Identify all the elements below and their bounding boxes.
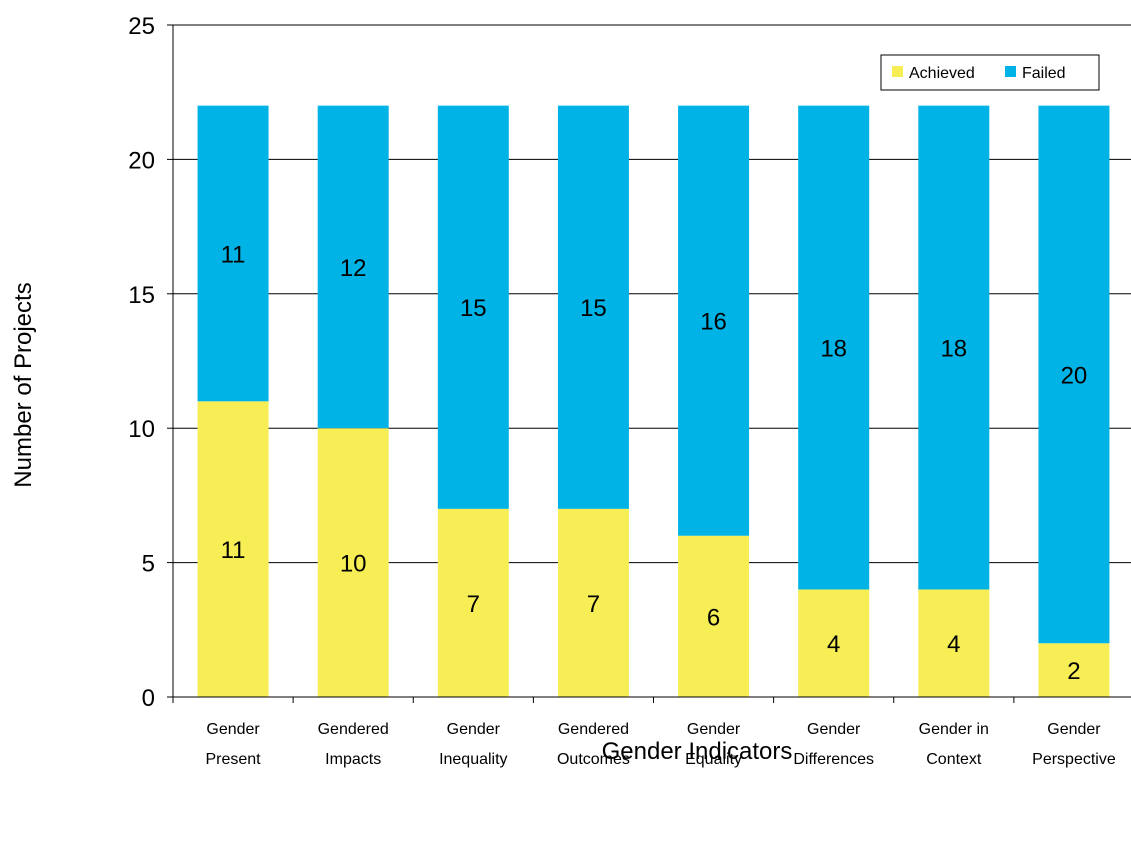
data-label-achieved-6: 4	[947, 631, 960, 658]
y-axis-title: Number of Projects	[10, 282, 37, 487]
data-label-achieved-7: 2	[1067, 658, 1080, 685]
x-tick-label-2-0: Gender	[447, 721, 501, 738]
data-label-failed-1: 12	[340, 255, 367, 282]
bar-failed-6	[918, 105, 990, 590]
data-label-failed-2: 15	[460, 295, 487, 322]
data-label-achieved-5: 4	[827, 631, 840, 658]
axes	[167, 24, 1131, 703]
y-tick-label-0: 0	[142, 685, 155, 712]
bar-achieved-7	[1038, 643, 1110, 697]
bar-failed-1	[317, 105, 389, 429]
tick-labels: 0 5 10 15 20 25 Gender Present Gendered Impacts Ge…	[128, 13, 1116, 768]
x-tick-label-3-0: Gendered	[558, 721, 629, 738]
y-tick-label-25: 25	[128, 13, 155, 40]
bar-achieved-2	[437, 508, 509, 697]
bar-failed-0	[197, 105, 269, 402]
x-tick-label-7-1: Perspective	[1032, 751, 1116, 768]
bar-achieved-0	[197, 401, 269, 697]
x-tick-label-1-0: Gendered	[318, 721, 389, 738]
legend-swatch-achieved	[892, 66, 903, 77]
bars	[197, 105, 1110, 697]
bar-achieved-6	[918, 589, 990, 697]
y-tick-label-20: 20	[128, 147, 155, 174]
bar-failed-5	[798, 105, 870, 590]
data-label-failed-5: 18	[820, 336, 847, 363]
bar-achieved-5	[798, 589, 870, 697]
x-tick-label-0-1: Present	[205, 751, 261, 768]
bar-achieved-4	[678, 535, 750, 697]
bar-failed-2	[437, 105, 509, 509]
data-label-failed-0: 11	[221, 241, 246, 268]
data-label-failed-4: 16	[700, 309, 727, 336]
x-axis-title: Gender Indicators	[602, 738, 793, 765]
data-label-failed-3: 15	[580, 295, 607, 322]
legend-swatch-failed	[1005, 66, 1016, 77]
x-tick-label-6-1: Context	[926, 751, 982, 768]
bar-failed-4	[678, 105, 750, 536]
data-label-achieved-2: 7	[467, 591, 480, 618]
x-tick-label-4-0: Gender	[687, 721, 741, 738]
data-label-failed-7: 20	[1061, 362, 1088, 389]
data-label-achieved-1: 10	[340, 551, 367, 578]
data-label-achieved-4: 6	[707, 604, 720, 631]
bar-achieved-3	[557, 508, 629, 697]
x-tick-label-1-1: Impacts	[325, 751, 381, 768]
data-labels: 11 11 10 12 7 15 7 15 6 16 4 18 4 18 2 20	[221, 241, 1088, 685]
data-label-achieved-3: 7	[587, 591, 600, 618]
bar-achieved-1	[317, 428, 389, 697]
y-tick-label-5: 5	[142, 551, 155, 578]
x-tick-label-2-1: Inequality	[439, 751, 508, 768]
x-tick-label-0-0: Gender	[206, 721, 260, 738]
x-tick-label-5-1: Differences	[793, 751, 874, 768]
legend-box	[880, 54, 1100, 91]
data-label-achieved-0: 11	[221, 537, 246, 564]
bar-failed-3	[557, 105, 629, 509]
x-tick-label-7-0: Gender	[1047, 721, 1101, 738]
x-tick-label-4-1: Equality	[685, 751, 742, 768]
y-tick-label-10: 10	[128, 416, 155, 443]
data-label-failed-6: 18	[940, 336, 967, 363]
y-tick-label-15: 15	[128, 282, 155, 309]
x-tick-label-5-0: Gender	[807, 721, 861, 738]
bar-failed-7	[1038, 105, 1110, 644]
x-tick-label-6-0: Gender in	[919, 721, 989, 738]
legend-label-failed: Failed	[1022, 65, 1066, 82]
x-tick-label-3-1: Outcomes	[557, 751, 630, 768]
legend-label-achieved: Achieved	[909, 65, 975, 82]
legend: Achieved Failed	[880, 54, 1100, 91]
